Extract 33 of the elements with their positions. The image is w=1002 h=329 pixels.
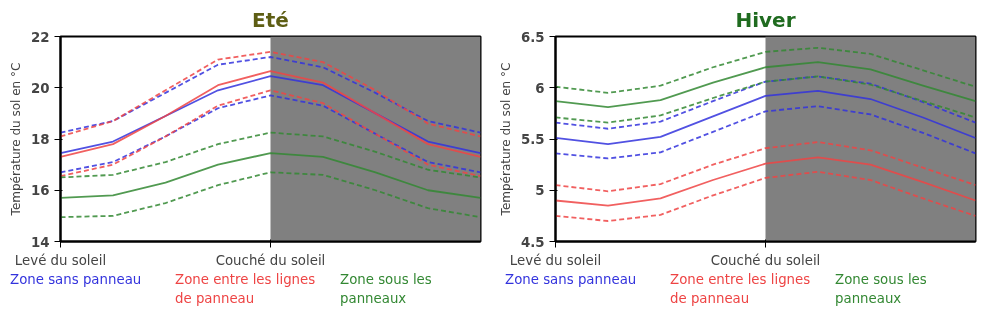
chart-title: Eté <box>252 7 289 32</box>
y-tick-label: 5.5 <box>520 132 545 147</box>
y-tick-label: 16 <box>30 183 50 199</box>
x-tick-label: Couché du soleil <box>215 252 326 268</box>
line-series <box>555 156 976 207</box>
y-tick-label: 22 <box>30 29 50 45</box>
text: Zone entre les lignes de panneau <box>175 271 317 309</box>
x-tick-label: Levé du soleil <box>14 252 107 268</box>
chart-title: Hiver <box>735 7 796 32</box>
text: Zone entre les lignes de panneau <box>670 271 812 309</box>
line-series <box>60 131 481 179</box>
y-tick-label: 18 <box>30 132 50 147</box>
y-tick-label: 14 <box>30 234 50 250</box>
line-series <box>555 105 976 160</box>
x-tick-label: Levé du soleil <box>509 252 602 268</box>
text: Zone sous les panneaux <box>835 271 928 309</box>
line-series <box>60 152 481 199</box>
y-tick-label: 20 <box>30 80 50 96</box>
y-tick-label: 4.5 <box>520 234 545 250</box>
y-tick-label: 5 <box>535 183 545 199</box>
line-series <box>555 141 976 193</box>
line-series <box>555 46 976 94</box>
y-axis-title: Température du sol en °C <box>8 62 23 217</box>
x-tick-label: Couché du soleil <box>710 252 821 268</box>
text: Zone sous les panneaux <box>340 271 433 309</box>
line-series <box>555 89 976 146</box>
y-tick-label: 6 <box>535 80 545 96</box>
line-series <box>555 61 976 109</box>
text: Zone sans panneau <box>10 271 143 289</box>
line-series <box>555 170 976 222</box>
y-tick-label: 6.5 <box>520 29 545 45</box>
y-axis-title: Température du sol en °C <box>498 62 513 217</box>
text: Zone sans panneau <box>505 271 638 289</box>
